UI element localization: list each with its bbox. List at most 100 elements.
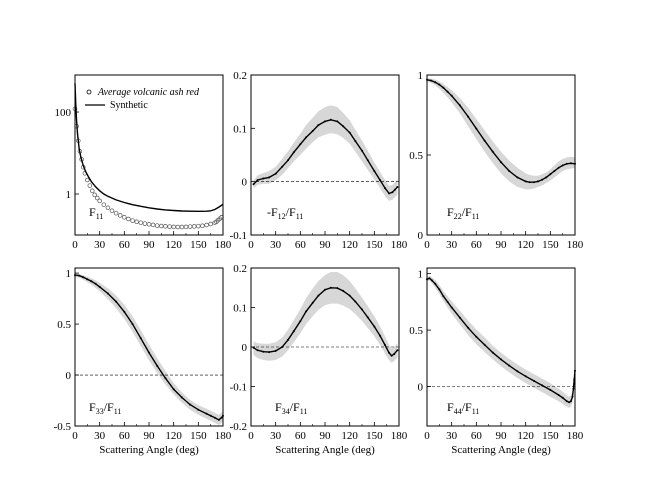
data-point — [94, 195, 100, 201]
data-point — [94, 282, 97, 285]
series-line — [426, 277, 576, 404]
x-tick-label: 90 — [144, 239, 156, 251]
panel-label: F11 — [89, 205, 103, 221]
y-tick-label: 1 — [418, 70, 424, 82]
data-point — [150, 222, 156, 228]
x-tick-label: 120 — [517, 430, 534, 442]
data-point — [268, 351, 271, 354]
data-point — [438, 288, 441, 291]
x-tick-label: 120 — [341, 430, 358, 442]
x-tick-label: 60 — [471, 430, 483, 442]
panel-label: F34/F11 — [275, 400, 307, 416]
data-point — [561, 164, 564, 167]
x-tick-label: 30 — [94, 430, 106, 442]
data-point — [348, 294, 351, 297]
data-point — [105, 205, 111, 211]
data-point — [156, 364, 159, 367]
data-point — [450, 306, 453, 309]
x-tick-label: 150 — [366, 239, 383, 251]
data-point — [134, 219, 139, 225]
data-point — [78, 274, 81, 277]
x-tick-label: 90 — [320, 239, 332, 251]
data-point — [491, 150, 494, 153]
y-tick-label: 0.2 — [233, 263, 247, 275]
x-tick-label: 150 — [190, 430, 207, 442]
data-point — [428, 277, 431, 280]
data-point — [483, 139, 486, 142]
x-tick-label: 0 — [248, 239, 254, 251]
data-point — [393, 188, 396, 191]
data-point — [430, 279, 433, 282]
data-point — [292, 151, 295, 154]
series-line — [426, 79, 576, 183]
x-axis-label: Scattering Angle (deg) — [275, 444, 375, 456]
data-point — [354, 140, 357, 143]
data-point — [491, 351, 494, 354]
data-point — [373, 325, 376, 328]
x-tick-label: 30 — [446, 430, 458, 442]
data-point — [97, 198, 102, 204]
data-point — [311, 130, 314, 132]
data-point — [549, 173, 552, 176]
data-point — [146, 222, 152, 227]
data-point — [379, 179, 382, 182]
data-point — [388, 192, 391, 195]
data-point — [292, 330, 295, 333]
x-tick-label: 150 — [542, 239, 559, 251]
data-point — [154, 223, 160, 228]
data-point — [148, 351, 150, 354]
data-point — [287, 338, 289, 341]
data-point — [197, 408, 200, 411]
x-tick-label: 0 — [424, 239, 430, 251]
y-tick-label: 0.1 — [233, 303, 247, 315]
data-point — [434, 282, 437, 285]
x-tick-label: 180 — [567, 430, 584, 442]
data-point — [571, 395, 574, 398]
data-point — [500, 358, 502, 361]
data-point — [101, 202, 107, 207]
legend-label: Average volcanic ash red — [97, 87, 200, 98]
y-tick-label: 0.5 — [57, 319, 71, 331]
data-point — [86, 278, 89, 281]
y-tick-label: 0 — [418, 382, 424, 394]
data-point — [98, 285, 101, 288]
data-point — [430, 79, 433, 82]
x-tick-label: 0 — [72, 430, 78, 442]
data-point — [549, 388, 552, 391]
data-point — [252, 183, 255, 186]
data-point — [205, 412, 208, 415]
data-point — [171, 224, 176, 230]
data-point — [109, 208, 115, 214]
data-point — [208, 221, 213, 227]
data-point — [179, 224, 185, 230]
x-tick-label: 60 — [119, 430, 131, 442]
data-point — [324, 288, 326, 291]
data-point — [467, 326, 470, 329]
legend: Average volcanic ash red Synthetic — [85, 87, 200, 111]
data-point — [175, 224, 181, 230]
data-point — [287, 159, 289, 162]
data-point — [209, 414, 212, 417]
data-point — [187, 224, 193, 229]
data-point — [122, 215, 127, 220]
data-point — [458, 316, 461, 319]
data-point — [442, 86, 445, 89]
data-point — [336, 287, 339, 290]
x-tick-label: 150 — [190, 239, 207, 251]
data-point — [200, 223, 205, 229]
data-point — [384, 344, 386, 346]
data-point — [336, 120, 339, 123]
y-tick-label: -0.5 — [54, 421, 72, 433]
x-tick-label: 150 — [542, 430, 559, 442]
data-point — [379, 334, 382, 337]
data-point — [475, 335, 478, 338]
data-point — [545, 176, 548, 179]
data-point — [391, 191, 394, 194]
data-point — [393, 353, 396, 356]
panel-f44: F44/F11 Scattering Angle (deg) 0 30 60 90 12… — [409, 267, 584, 456]
data-point — [508, 364, 511, 367]
data-point — [450, 94, 453, 97]
data-point — [329, 286, 332, 289]
data-point — [342, 289, 345, 292]
